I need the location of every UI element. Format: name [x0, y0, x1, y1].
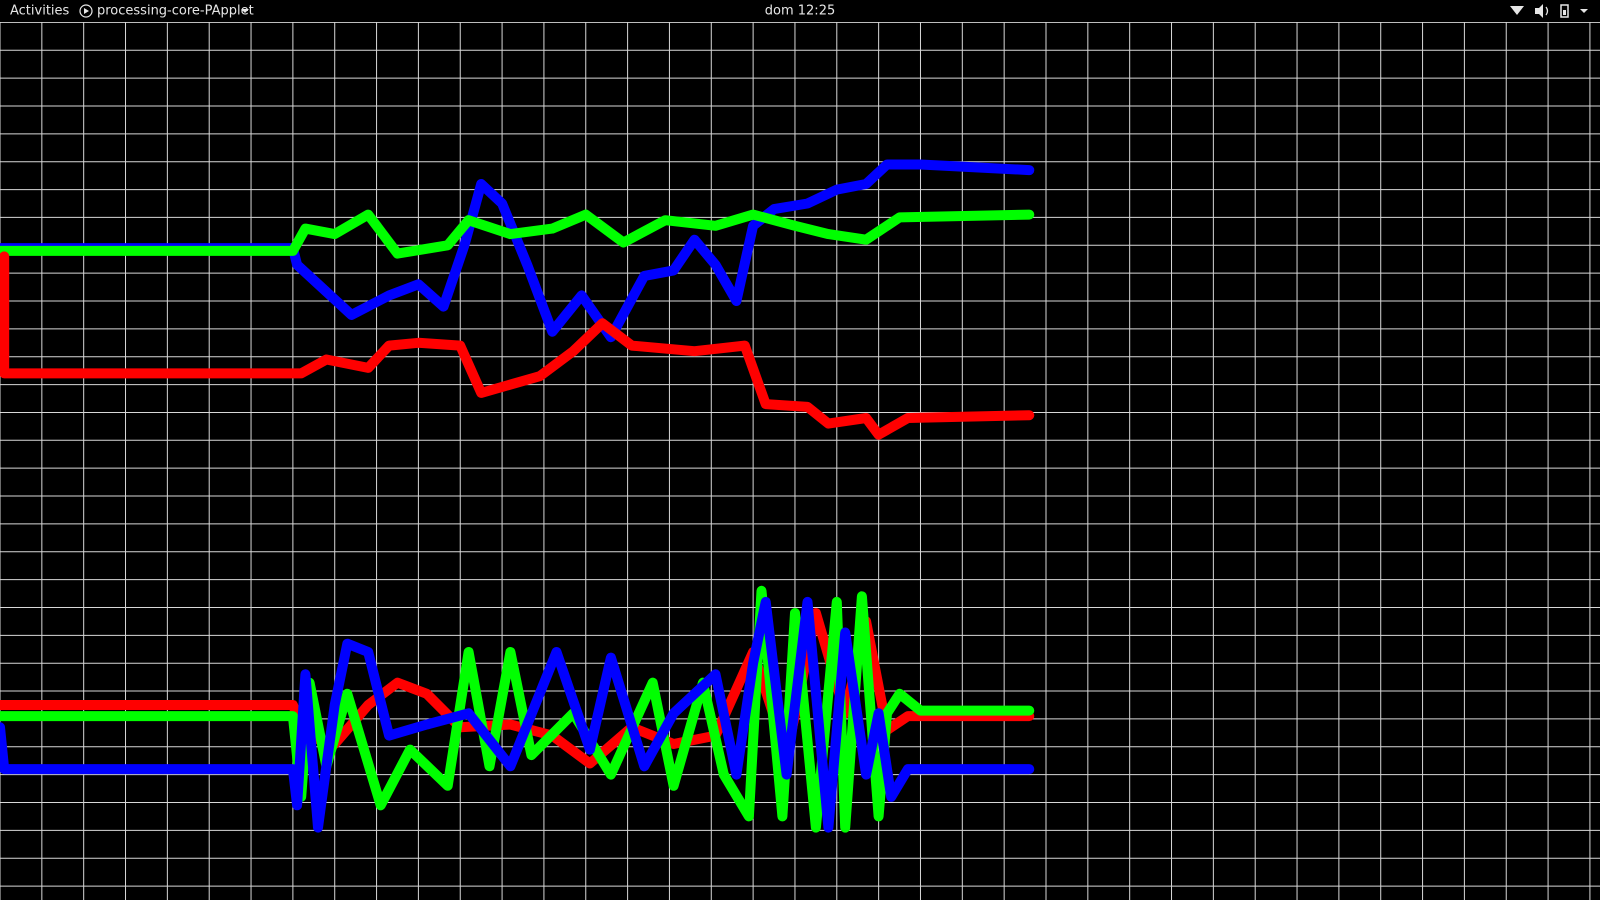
clock[interactable]: dom 12:25: [765, 4, 835, 19]
plot-lines: [0, 159, 1035, 833]
app-icon: [79, 4, 93, 18]
plot-line: [0, 209, 1035, 259]
activities-button[interactable]: Activities: [10, 4, 70, 19]
wifi-icon[interactable]: [1510, 6, 1524, 15]
volume-wave: [1545, 6, 1549, 16]
top-bar: Activities processing-core-PApplet dom 1…: [0, 0, 1600, 22]
battery-level: [1563, 10, 1566, 15]
app-menu[interactable]: processing-core-PApplet: [97, 4, 254, 19]
volume-icon[interactable]: [1535, 4, 1543, 18]
plot-line: [0, 159, 1035, 343]
battery-icon[interactable]: [1560, 4, 1569, 18]
plot-line: [0, 251, 1035, 440]
app-menu-arrow[interactable]: [241, 9, 249, 13]
plot-line: [0, 596, 1035, 833]
system-menu-arrow[interactable]: [1580, 9, 1588, 13]
top-bar-background: [0, 0, 1600, 22]
app-icon-arrow: [84, 8, 89, 14]
